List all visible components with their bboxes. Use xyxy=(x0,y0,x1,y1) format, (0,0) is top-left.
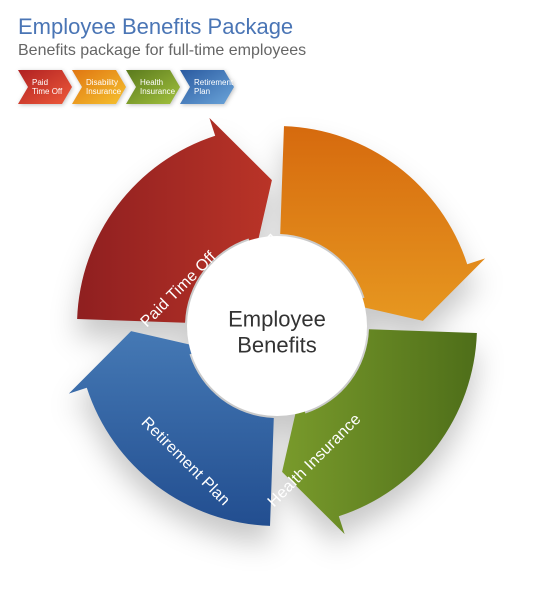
legend-label: Health Insurance xyxy=(140,78,175,96)
legend-item-retirement-plan: Retirement Plan xyxy=(180,70,234,104)
legend-item-paid-time-off: Paid Time Off xyxy=(18,70,72,104)
page-title: Employee Benefits Package xyxy=(0,0,554,40)
legend-item-health-insurance: Health Insurance xyxy=(126,70,180,104)
legend-label: Retirement Plan xyxy=(194,78,233,96)
page-subtitle: Benefits package for full-time employees xyxy=(0,40,554,60)
legend-item-disability-insurance: Disability Insurance xyxy=(72,70,126,104)
wheel-center-label: Employee Benefits xyxy=(228,306,326,359)
legend-label: Paid Time Off xyxy=(32,78,62,96)
cycle-wheel: Employee Benefits Paid Time Off Disabili… xyxy=(37,116,517,556)
legend-label: Disability Insurance xyxy=(86,78,121,96)
legend-row: Paid Time Off Disability Insurance Healt… xyxy=(18,70,554,104)
